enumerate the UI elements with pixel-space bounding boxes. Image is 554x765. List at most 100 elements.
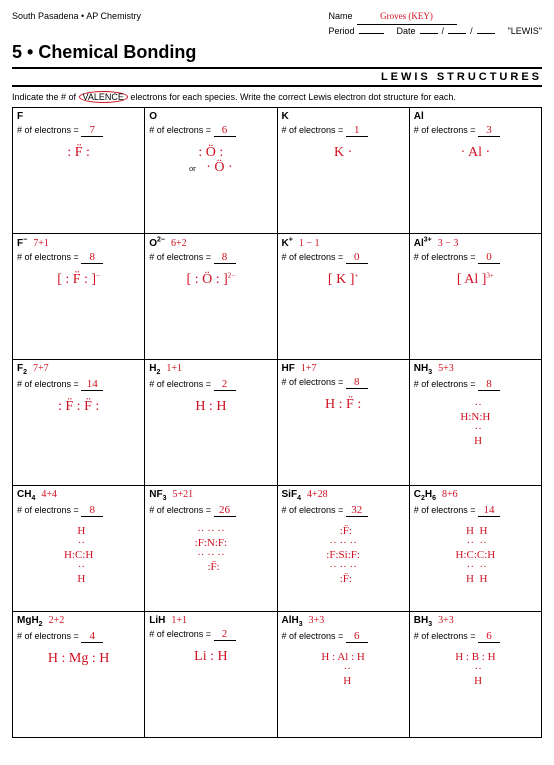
electron-count-line: # of electrons = 2	[149, 378, 272, 391]
species-symbol: AlH3	[282, 615, 303, 626]
electron-count-line: # of electrons = 2	[149, 628, 272, 641]
electron-count-line: # of electrons = 6	[414, 630, 537, 643]
species-symbol: F−	[17, 238, 27, 249]
species-symbol: NH3	[414, 363, 432, 374]
species-symbol: LiH	[149, 615, 165, 626]
lewis-structure: H : H	[149, 399, 272, 414]
lewis-structure: H ··H:C:H ·· H	[17, 525, 140, 585]
grid-cell: H2 1+1 # of electrons = 2 H : H	[145, 360, 277, 486]
grid-cell: C2H6 8+6 # of electrons = 14 H H ·· ··H:C:…	[409, 486, 541, 612]
species-symbol: MgH2	[17, 615, 43, 626]
electron-count-line: # of electrons = 8	[149, 251, 272, 264]
electron-count-line: # of electrons = 3	[414, 124, 537, 137]
electron-count: 26	[214, 504, 236, 517]
grid-cell: HF 1+7 # of electrons = 8 H : F̈ :	[277, 360, 409, 486]
electron-calc: 7+7	[33, 363, 49, 374]
electron-count: 0	[346, 251, 368, 264]
electron-count-line: # of electrons = 8	[17, 504, 140, 517]
electron-calc: 3+3	[309, 615, 325, 626]
electron-calc: 5+3	[438, 363, 454, 374]
subtitle: LEWIS STRUCTURES	[12, 71, 542, 87]
electron-count-line: # of electrons = 0	[414, 251, 537, 264]
grid-cell: NH35+3# of electrons = 8 ··H:N:H ·· H	[409, 360, 541, 486]
electron-count: 8	[346, 376, 368, 389]
lewis-structure: H : F̈ :	[282, 397, 405, 412]
grid-cell: K+1 − 1# of electrons = 0[ K ]+	[277, 234, 409, 360]
electron-count-line: # of electrons = 8	[282, 376, 405, 389]
electron-count: 14	[81, 378, 103, 391]
electron-calc: 5+21	[173, 489, 194, 500]
divider	[12, 67, 542, 69]
electron-count: 4	[81, 630, 103, 643]
species-symbol: C2H6	[414, 489, 436, 500]
grid-cell: K# of electrons = 1K ·	[277, 108, 409, 234]
electron-count-line: # of electrons = 26	[149, 504, 272, 517]
grid-cell: SiF44+28# of electrons = 32 :F̈:·· ·· ··…	[277, 486, 409, 612]
lewis-structure: : Ö :or · Ö ·	[149, 145, 272, 176]
lewis-structure: H : B : H ·· H	[414, 651, 537, 687]
electron-calc: 1+7	[301, 363, 317, 374]
electron-count: 32	[346, 504, 368, 517]
electron-calc: 3 − 3	[438, 238, 459, 249]
electron-calc: 1+1	[166, 363, 182, 374]
lewis-structure: : F̈ : F̈ :	[17, 399, 140, 414]
lewis-structure: H H ·· ··H:C:C:H ·· ·· H H	[414, 525, 537, 585]
species-symbol: K+	[282, 238, 293, 249]
species-symbol: H2	[149, 363, 160, 374]
electron-count-line: # of electrons = 14	[414, 504, 537, 517]
page-title: 5 • Chemical Bonding	[12, 42, 542, 63]
grid-cell: F# of electrons = 7: F̈ :	[13, 108, 145, 234]
electron-count: 2	[214, 628, 236, 641]
electron-count: 2	[214, 378, 236, 391]
lewis-structure: H : Mg : H	[17, 651, 140, 666]
species-symbol: HF	[282, 363, 295, 374]
grid-cell: F2 7+7 # of electrons = 14 : F̈ : F̈ :	[13, 360, 145, 486]
electron-calc: 8+6	[442, 489, 458, 500]
electron-count-line: # of electrons = 4	[17, 630, 140, 643]
species-symbol: Al	[414, 111, 424, 122]
circled-word: VALENCE	[79, 91, 128, 103]
electron-count-line: # of electrons = 6	[149, 124, 272, 137]
lewis-structure: [ K ]+	[282, 272, 405, 287]
electron-count: 8	[478, 378, 500, 391]
electron-count: 8	[81, 504, 103, 517]
species-symbol: CH4	[17, 489, 35, 500]
electron-count: 3	[478, 124, 500, 137]
species-symbol: SiF4	[282, 489, 301, 500]
species-symbol: NF3	[149, 489, 166, 500]
lewis-structure: : F̈ :	[17, 145, 140, 160]
electron-calc: 3+3	[438, 615, 454, 626]
species-symbol: O	[149, 111, 157, 122]
electron-count: 0	[478, 251, 500, 264]
period-blank	[359, 33, 384, 34]
lewis-structure: H : Al : H ·· H	[282, 651, 405, 687]
electron-calc: 4+4	[41, 489, 57, 500]
electron-count-line: # of electrons = 32	[282, 504, 405, 517]
electron-calc: 1+1	[171, 615, 187, 626]
lewis-structure: [ : Ö : ]2−	[149, 272, 272, 287]
electron-count-line: # of electrons = 14	[17, 378, 140, 391]
electron-calc: 7+1	[33, 238, 49, 249]
electron-calc: 1 − 1	[299, 238, 320, 249]
electron-count: 6	[478, 630, 500, 643]
lewis-structure: [ : F̈ : ]−	[17, 272, 140, 287]
lewis-structure: [ Al ]3+	[414, 272, 537, 287]
electron-calc: 4+28	[307, 489, 328, 500]
electron-count-line: # of electrons = 8	[17, 251, 140, 264]
species-symbol: K	[282, 111, 289, 122]
species-symbol: Al3+	[414, 238, 432, 249]
species-symbol: F2	[17, 363, 27, 374]
electron-count: 14	[478, 504, 500, 517]
header-right: Name Groves (KEY) Period Date // "LEWIS"	[329, 10, 543, 38]
grid-cell: LiH1+1# of electrons = 2Li : H	[145, 612, 277, 738]
worksheet-name: "LEWIS"	[508, 25, 542, 39]
electron-calc: 2+2	[49, 615, 65, 626]
instructions: Indicate the # of VALENCE electrons for …	[12, 91, 542, 103]
grid-cell: NF35+21# of electrons = 26·· ·· ··:F:N:F…	[145, 486, 277, 612]
electron-count: 8	[81, 251, 103, 264]
school-name: South Pasadena • AP Chemistry	[12, 11, 141, 21]
date-label: Date	[397, 25, 416, 39]
period-label: Period	[329, 25, 355, 39]
electron-count-line: # of electrons = 7	[17, 124, 140, 137]
electron-count: 1	[346, 124, 368, 137]
